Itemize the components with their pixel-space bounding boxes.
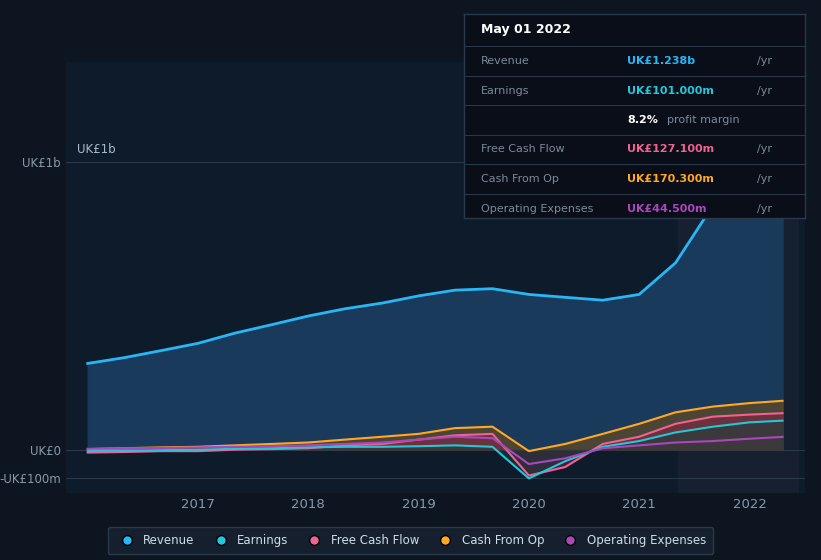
Bar (678, 62, 799, 493)
Text: Cash From Op: Cash From Op (481, 174, 559, 184)
Text: UK£44.500m: UK£44.500m (627, 204, 707, 213)
Text: UK£101.000m: UK£101.000m (627, 86, 714, 96)
Text: 8.2%: 8.2% (627, 115, 658, 125)
Text: UK£127.100m: UK£127.100m (627, 144, 714, 155)
Text: May 01 2022: May 01 2022 (481, 23, 571, 36)
Text: Earnings: Earnings (481, 86, 530, 96)
Text: /yr: /yr (757, 144, 772, 155)
Text: /yr: /yr (757, 174, 772, 184)
Text: UK£1b: UK£1b (76, 143, 115, 156)
Text: Revenue: Revenue (481, 56, 530, 66)
Text: UK£1.238b: UK£1.238b (627, 56, 695, 66)
Legend: Revenue, Earnings, Free Cash Flow, Cash From Op, Operating Expenses: Revenue, Earnings, Free Cash Flow, Cash … (108, 527, 713, 554)
Text: profit margin: profit margin (667, 115, 739, 125)
Text: /yr: /yr (757, 56, 772, 66)
Text: /yr: /yr (757, 204, 772, 213)
Text: UK£170.300m: UK£170.300m (627, 174, 714, 184)
Text: Operating Expenses: Operating Expenses (481, 204, 594, 213)
Text: /yr: /yr (757, 86, 772, 96)
Text: Free Cash Flow: Free Cash Flow (481, 144, 565, 155)
